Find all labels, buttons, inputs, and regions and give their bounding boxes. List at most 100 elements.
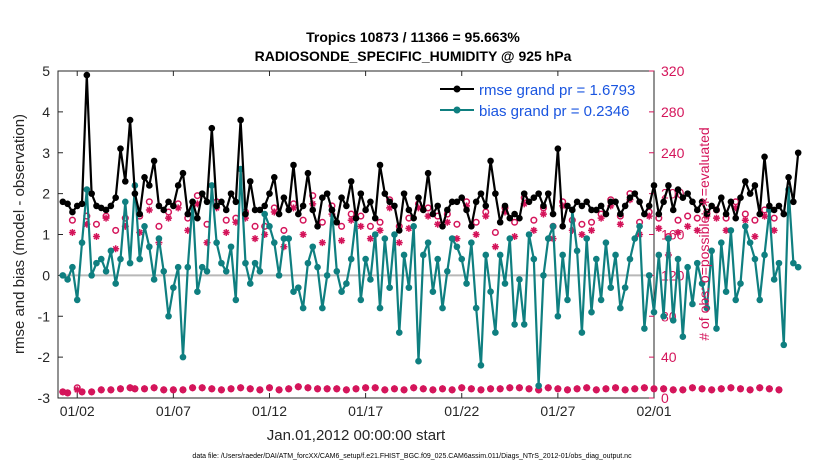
y-right-tick-label: 120 bbox=[661, 267, 685, 283]
bias-data-point bbox=[381, 235, 389, 242]
rmse-data-point bbox=[650, 182, 658, 189]
bias-data-point bbox=[453, 243, 461, 251]
bias-data-point bbox=[780, 341, 788, 349]
rmse-data-point bbox=[266, 190, 273, 197]
bias-data-point bbox=[362, 255, 369, 263]
bias-data-point bbox=[617, 304, 624, 312]
rmse-data-point bbox=[516, 214, 523, 222]
bias-data-point bbox=[405, 284, 413, 291]
rmse-data-point bbox=[256, 206, 264, 214]
evaluated-obs-marker bbox=[751, 233, 759, 241]
rmse-data-point bbox=[737, 194, 744, 202]
bias-data-point bbox=[208, 182, 216, 189]
evaluated-obs-marker bbox=[304, 384, 312, 392]
evaluated-obs-marker bbox=[554, 385, 562, 393]
bias-data-point bbox=[376, 304, 384, 312]
evaluated-obs-marker bbox=[126, 384, 134, 392]
evaluated-obs-marker bbox=[746, 386, 754, 394]
rmse-data-point bbox=[160, 206, 168, 214]
evaluated-obs-marker bbox=[318, 239, 326, 247]
bias-data-point bbox=[626, 255, 634, 263]
rmse-data-point bbox=[727, 198, 735, 206]
bias-data-point bbox=[501, 280, 509, 287]
rmse-data-point bbox=[617, 210, 624, 218]
evaluated-obs-marker bbox=[189, 384, 197, 392]
bias-data-point bbox=[174, 263, 182, 271]
bias-data-point bbox=[708, 247, 715, 255]
evaluated-obs-marker bbox=[482, 212, 490, 220]
evaluated-obs-marker bbox=[496, 385, 504, 393]
rmse-data-point bbox=[198, 190, 206, 197]
rmse-data-point bbox=[237, 116, 244, 124]
rmse-data-point bbox=[323, 190, 331, 197]
rmse-data-point bbox=[564, 202, 571, 210]
evaluated-obs-marker bbox=[583, 384, 591, 392]
bias-data-point bbox=[674, 255, 682, 263]
bias-data-point bbox=[429, 288, 437, 296]
bias-data-point bbox=[295, 284, 302, 291]
rmse-data-point bbox=[141, 173, 148, 181]
evaluated-obs-marker bbox=[232, 218, 240, 226]
bias-data-point bbox=[650, 308, 658, 316]
chart-title-line1: Tropics 10873 / 11366 = 95.663% bbox=[306, 29, 520, 45]
evaluated-obs-marker bbox=[251, 235, 259, 243]
evaluated-obs-marker bbox=[544, 384, 552, 392]
rmse-data-point bbox=[285, 206, 293, 214]
rmse-data-point bbox=[352, 214, 360, 222]
rmse-data-point bbox=[295, 210, 302, 218]
rmse-series-line bbox=[62, 73, 800, 232]
bias-data-point bbox=[506, 235, 514, 242]
possible-obs-marker bbox=[684, 212, 692, 220]
bias-data-point bbox=[761, 251, 768, 259]
bias-data-point bbox=[338, 288, 345, 296]
rmse-data-point bbox=[261, 202, 268, 210]
evaluated-obs-marker bbox=[448, 386, 456, 394]
possible-obs-marker bbox=[112, 226, 120, 234]
rmse-data-point bbox=[174, 182, 182, 189]
evaluated-obs-marker bbox=[270, 208, 278, 216]
bias-data-point bbox=[290, 288, 297, 296]
possible-obs-marker bbox=[68, 216, 76, 224]
bias-data-point bbox=[213, 239, 220, 246]
rmse-data-point bbox=[227, 190, 235, 197]
bias-data-point bbox=[121, 198, 129, 206]
evaluated-obs-marker bbox=[684, 222, 692, 230]
evaluated-obs-marker bbox=[59, 388, 67, 396]
rmse-data-point bbox=[554, 145, 562, 152]
evaluated-obs-marker bbox=[674, 228, 682, 236]
evaluated-obs-marker bbox=[68, 228, 76, 236]
y-tick-label: 5 bbox=[42, 63, 50, 79]
bias-data-point bbox=[482, 251, 490, 259]
evaluated-obs-marker bbox=[342, 386, 350, 394]
evaluated-obs-marker bbox=[121, 222, 129, 230]
bias-data-point bbox=[444, 267, 451, 275]
evaluated-obs-marker bbox=[285, 385, 293, 393]
evaluated-obs-marker bbox=[458, 384, 466, 392]
evaluated-obs-marker bbox=[107, 386, 115, 394]
rmse-data-point bbox=[785, 173, 792, 181]
evaluated-obs-marker bbox=[299, 231, 307, 238]
bias-data-point bbox=[319, 304, 326, 312]
bias-data-point bbox=[184, 263, 192, 271]
possible-obs-marker bbox=[318, 218, 326, 226]
bias-data-point bbox=[794, 263, 802, 271]
bias-data-point bbox=[693, 259, 701, 267]
evaluated-obs-marker bbox=[169, 386, 177, 394]
bias-data-point bbox=[588, 308, 595, 316]
evaluated-obs-marker bbox=[116, 385, 124, 393]
evaluated-obs-marker bbox=[765, 385, 773, 393]
possible-obs-marker bbox=[491, 228, 499, 237]
y-tick-label: 0 bbox=[42, 267, 50, 283]
evaluated-obs-marker bbox=[597, 214, 605, 222]
bias-data-point bbox=[415, 357, 422, 365]
legend: rmse grand pr = 1.6793 bias grand pr = 0… bbox=[440, 82, 635, 120]
bias-data-point bbox=[492, 329, 499, 336]
evaluated-obs-marker bbox=[405, 224, 413, 232]
evaluated-obs-marker bbox=[501, 208, 509, 216]
bias-data-point bbox=[395, 329, 403, 336]
evaluated-obs-marker bbox=[741, 216, 749, 224]
rmse-data-point bbox=[367, 198, 374, 206]
rmse-data-point bbox=[751, 182, 759, 189]
bias-data-point bbox=[593, 255, 600, 263]
bias-data-point bbox=[371, 231, 379, 238]
